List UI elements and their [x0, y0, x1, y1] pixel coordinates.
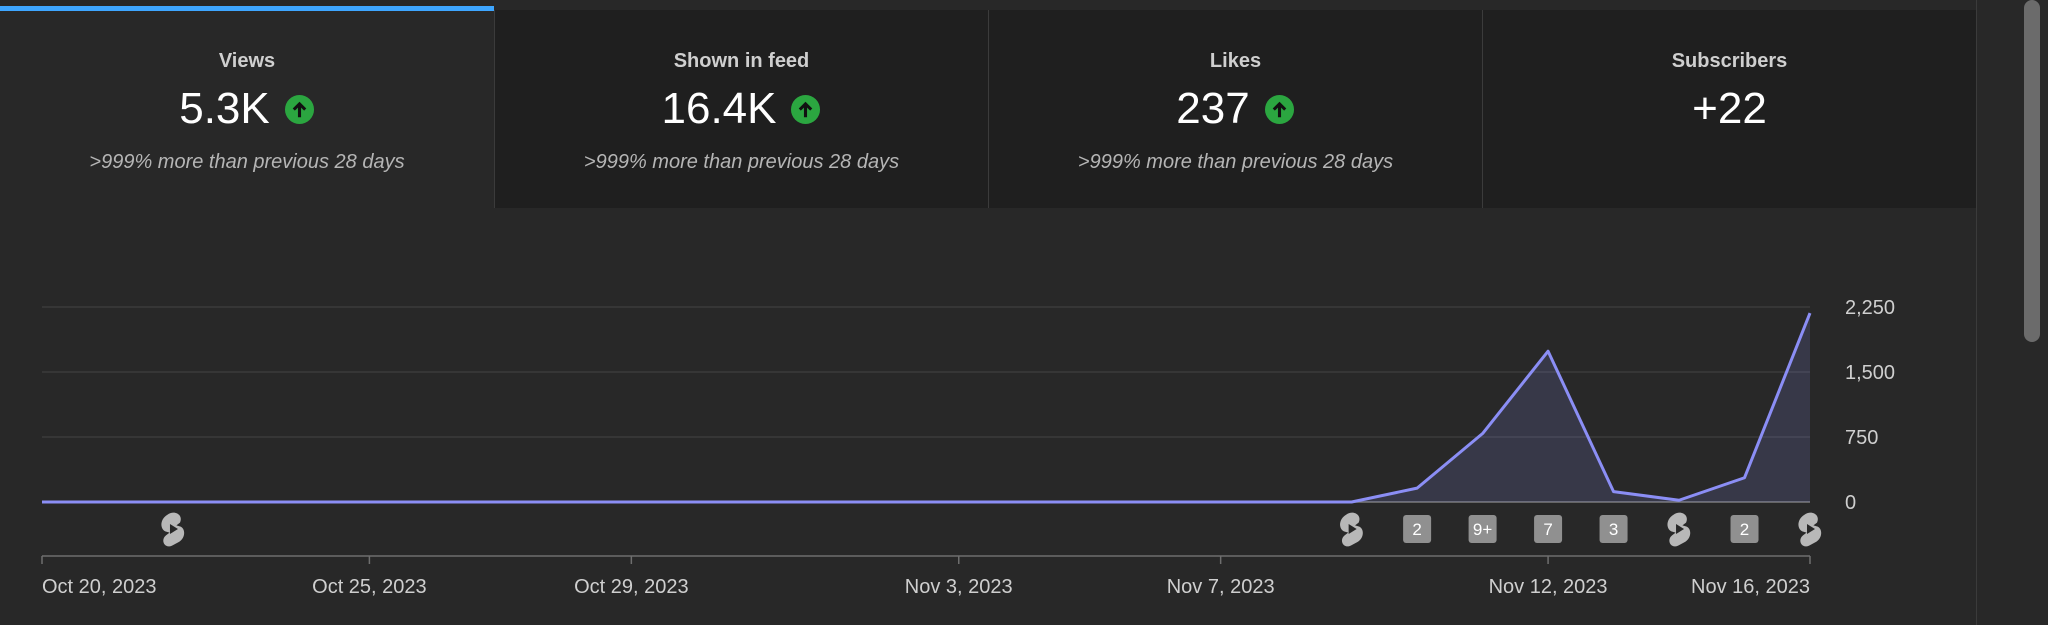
y-axis: 0 750 1,500 2,250: [1845, 297, 1895, 514]
shorts-play: [1807, 524, 1815, 534]
x-tick-label: Oct 20, 2023: [42, 576, 157, 598]
count-badge-label: 7: [1543, 520, 1552, 539]
chart-area: [42, 312, 1812, 504]
count-badge-label: 2: [1412, 520, 1421, 539]
y-tick-label: 0: [1845, 492, 1856, 514]
count-badge: [1468, 515, 1497, 543]
metric-value: 16.4K: [661, 84, 777, 133]
tab-views[interactable]: Views 5.3K >999% more than previous 28 d…: [0, 6, 494, 208]
shorts-play: [1676, 524, 1685, 534]
count-badge: [1730, 515, 1759, 543]
tab-shown-in-feed[interactable]: Shown in feed 16.4K >999% more than prev…: [494, 10, 988, 208]
shorts-icon: [1798, 512, 1822, 547]
metric-title: Views: [218, 50, 276, 72]
metric-value-row: 5.3K: [0, 84, 494, 134]
shorts-icon: [1340, 512, 1363, 547]
metric-title: Subscribers: [1671, 50, 1788, 72]
x-tick-label: Oct 29, 2023: [574, 576, 689, 598]
trend-up-icon: [284, 94, 314, 124]
content-markers: 2 9+ 7 3 2: [161, 512, 1822, 547]
tab-subscribers[interactable]: Subscribers +22: [1482, 10, 1976, 208]
y-tick-label: 2,250: [1845, 297, 1895, 319]
tab-likes[interactable]: Likes 237 >999% more than previous 28 da…: [988, 10, 1482, 208]
series-line: [42, 312, 1812, 504]
metric-value-row: +22: [1483, 84, 1976, 134]
y-tick-label: 750: [1845, 427, 1878, 449]
x-tick-label: Nov 16, 2023: [1691, 576, 1810, 598]
metric-value: +22: [1692, 84, 1767, 133]
metric-value-row: 237: [989, 84, 1482, 134]
x-tick-label: Nov 3, 2023: [905, 576, 1013, 598]
scrollbar-thumb[interactable]: [2024, 0, 2040, 342]
trend-up-icon: [1264, 94, 1294, 124]
count-badge: [1599, 515, 1628, 543]
x-tick-label: Oct 25, 2023: [312, 576, 427, 598]
y-tick-label: 1,500: [1845, 362, 1895, 384]
metric-comparison: >999% more than previous 28 days: [89, 151, 405, 173]
metric-title: Shown in feed: [673, 50, 810, 72]
metric-tabs: Views 5.3K >999% more than previous 28 d…: [0, 6, 1976, 208]
count-badge-label: 3: [1609, 520, 1618, 539]
shorts-play: [169, 524, 178, 534]
metric-comparison: >999% more than previous 28 days: [583, 151, 900, 173]
count-badge-label: 2: [1740, 520, 1749, 539]
area-fill: [42, 313, 1810, 502]
trend-up-icon: [791, 94, 821, 124]
metric-comparison: >999% more than previous 28 days: [1077, 151, 1394, 173]
metric-value-row: 16.4K: [495, 84, 988, 134]
metric-value: 5.3K: [179, 84, 270, 133]
count-badge: [1403, 515, 1432, 543]
shorts-play: [1348, 524, 1357, 534]
metric-title: Likes: [1209, 50, 1262, 72]
count-badge: [1534, 515, 1563, 543]
x-axis: Oct 20, 2023 Oct 25, 2023 Oct 29, 2023 Nov …: [41, 555, 1811, 598]
shorts-icon: [161, 512, 185, 547]
x-tick-label: Nov 7, 2023: [1167, 576, 1275, 598]
metric-value: 237: [1176, 84, 1250, 133]
count-badge-label: 9+: [1473, 520, 1492, 539]
x-tick-label: Nov 12, 2023: [1489, 576, 1608, 598]
shorts-icon: [1667, 512, 1691, 547]
